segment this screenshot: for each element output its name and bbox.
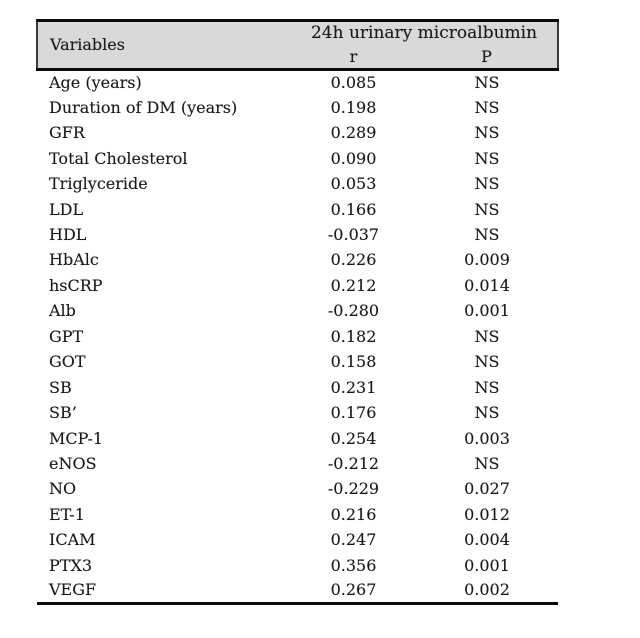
variable-cell: HDL [49, 225, 87, 245]
p-value-cell: NS [474, 403, 500, 423]
r-value-cell: 0.289 [330, 123, 377, 143]
r-value-cell: -0.212 [327, 453, 380, 473]
table-row: Triglyceride 0.053 NS [37, 171, 558, 196]
table-row: Age (years) 0.085 NS [37, 70, 558, 95]
variable-cell: Alb [49, 301, 76, 321]
table-row: MCP-1 0.254 0.003 [37, 426, 558, 451]
variable-cell: HbAlc [49, 250, 99, 270]
p-value-cell: 0.001 [464, 555, 510, 575]
r-value-cell: 0.216 [330, 504, 377, 524]
r-value-cell: -0.229 [327, 479, 380, 499]
p-value-cell: NS [474, 352, 500, 372]
r-value-cell: 0.085 [330, 73, 377, 93]
variable-cell: GFR [49, 123, 85, 143]
table-row: SB 0.231 NS [37, 375, 558, 400]
p-value-cell: NS [474, 123, 500, 143]
table-row: NO -0.229 0.027 [37, 477, 558, 502]
r-value-cell: 0.182 [330, 326, 377, 346]
r-value-cell: 0.231 [330, 377, 377, 397]
variable-cell: Triglyceride [49, 174, 148, 194]
variable-cell: Total Cholesterol [49, 148, 188, 168]
r-value-cell: -0.037 [327, 225, 380, 245]
table-row: ET-1 0.216 0.012 [37, 502, 558, 527]
variable-cell: Age (years) [49, 73, 142, 93]
variable-cell: GPT [49, 326, 84, 346]
variable-cell: Duration of DM (years) [49, 97, 238, 117]
r-value-cell: 0.247 [330, 530, 377, 550]
p-value-cell: 0.003 [464, 428, 510, 448]
p-value-cell: 0.027 [464, 479, 510, 499]
table-row: GPT 0.182 NS [37, 324, 558, 349]
table-row: eNOS -0.212 NS [37, 451, 558, 476]
header-variables: Variables [36, 18, 291, 72]
r-value-cell: 0.212 [330, 275, 377, 295]
header-row-group: Variables 24h urinary microalbumin [36, 18, 560, 72]
table-row: HbAlc 0.226 0.009 [37, 248, 558, 273]
p-value-cell: NS [474, 148, 500, 168]
table-row: hsCRP 0.212 0.014 [37, 273, 558, 298]
p-value-cell: NS [474, 73, 500, 93]
p-value-cell: NS [474, 174, 500, 194]
p-value-cell: NS [474, 326, 500, 346]
variable-cell: hsCRP [49, 275, 103, 295]
header-col-p: P [416, 45, 560, 72]
table-row: PTX3 0.356 0.001 [37, 553, 558, 578]
p-value-cell: 0.012 [464, 504, 510, 524]
r-value-cell: 0.254 [330, 428, 377, 448]
p-value-cell: 0.002 [416, 578, 559, 606]
table-row: VEGF 0.267 0.002 [37, 578, 559, 606]
r-value-cell: 0.166 [330, 199, 377, 219]
variable-cell: ICAM [49, 530, 96, 550]
r-value-cell: 0.158 [330, 352, 377, 372]
table-row: SB’ 0.176 NS [37, 400, 558, 425]
header-col-r: r [291, 45, 416, 72]
table-row: Total Cholesterol 0.090 NS [37, 146, 558, 171]
p-value-cell: NS [474, 453, 500, 473]
r-value-cell: 0.267 [291, 578, 416, 606]
r-value-cell: 0.090 [330, 148, 377, 168]
p-value-cell: 0.014 [464, 275, 510, 295]
table-row: Duration of DM (years) 0.198 NS [37, 95, 558, 120]
r-value-cell: -0.280 [327, 301, 380, 321]
table-row: GFR 0.289 NS [37, 121, 558, 146]
table-row: Alb -0.280 0.001 [37, 299, 558, 324]
variable-cell: eNOS [49, 453, 97, 473]
correlation-table: Variables 24h urinary microalbumin r P A… [36, 18, 560, 606]
r-value-cell: 0.053 [330, 174, 377, 194]
p-value-cell: 0.001 [464, 301, 510, 321]
r-value-cell: 0.176 [330, 403, 377, 423]
p-value-cell: NS [474, 225, 500, 245]
correlation-table-container: Variables 24h urinary microalbumin r P A… [36, 18, 560, 606]
p-value-cell: NS [474, 97, 500, 117]
variable-cell: MCP-1 [49, 428, 104, 448]
table-row: ICAM 0.247 0.004 [37, 528, 558, 553]
variable-cell: SB [49, 377, 72, 397]
table-body: Age (years) 0.085 NS Duration of DM (years)… [37, 70, 559, 606]
header-row-sub: r P [37, 45, 560, 72]
r-value-cell: 0.356 [330, 555, 377, 575]
r-value-cell: 0.226 [330, 250, 377, 270]
table-row: HDL -0.037 NS [37, 222, 558, 247]
variable-cell: LDL [49, 199, 84, 219]
p-value-cell: NS [474, 199, 500, 219]
variable-cell: PTX3 [49, 555, 93, 575]
r-value-cell: 0.198 [330, 97, 377, 117]
p-value-cell: 0.009 [464, 250, 510, 270]
table-row: GOT 0.158 NS [37, 350, 558, 375]
variable-cell: NO [49, 479, 77, 499]
table-row: LDL 0.166 NS [37, 197, 558, 222]
p-value-cell: NS [474, 377, 500, 397]
table-header: Variables 24h urinary microalbumin r P [36, 18, 560, 72]
variable-cell: ET-1 [49, 504, 85, 524]
header-group-24h-urinary-microalbumin: 24h urinary microalbumin [291, 18, 560, 46]
p-value-cell: 0.004 [464, 530, 510, 550]
variable-cell: GOT [49, 352, 86, 372]
variable-cell: SB’ [49, 403, 77, 423]
variable-cell: VEGF [37, 578, 291, 606]
